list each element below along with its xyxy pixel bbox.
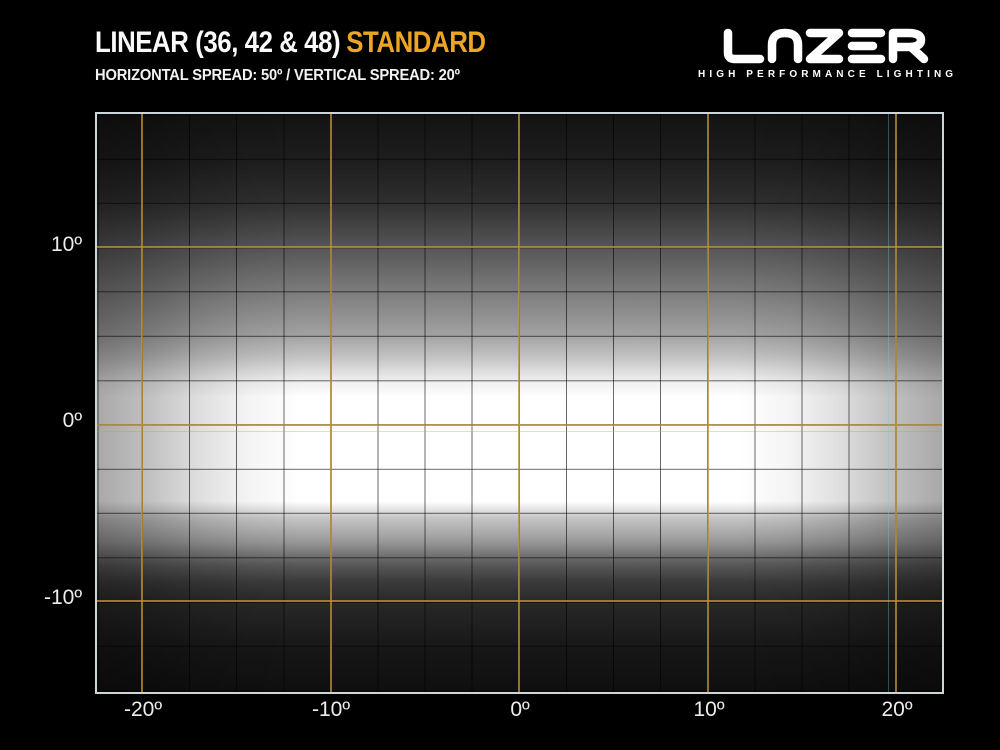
x-tick-neg20: -20º [123,698,163,721]
header: LINEAR (36, 42 & 48) STANDARD HORIZONTAL … [95,26,549,85]
grid-major-hline-pos10 [97,246,942,248]
x-tick-0: 0º [510,698,530,721]
y-tick-pos10: 10º [50,233,82,256]
x-tick-pos20: 20º [881,698,913,721]
x-tick-pos10: 10º [693,698,725,721]
grid-major-vline-neg10 [330,114,332,692]
grid-major-hline-neg10 [97,600,942,602]
reference-line-vertical [888,114,889,692]
grid-major-vline-pos20 [895,114,897,692]
y-tick-neg10: -10º [43,586,82,609]
grid-major-vline-neg20 [141,114,143,692]
page-title-accent: STANDARD [346,26,486,59]
beam-pattern-chart [95,112,944,694]
grid-major-vline-0 [518,114,520,692]
reference-line-horizontal [97,431,942,432]
spread-subtitle: HORIZONTAL SPREAD: 50º / VERTICAL SPREAD… [95,67,460,84]
x-tick-neg10: -10º [311,698,351,721]
page-title: LINEAR (36, 42 & 48) STANDARD [95,26,486,60]
lazer-logo-icon [723,28,929,64]
grid-major-vline-pos10 [707,114,709,692]
logo-tagline: HIGH PERFORMANCE LIGHTING [698,69,958,80]
lazer-logo: HIGH PERFORMANCE LIGHTING [698,26,956,80]
grid-major-hline-0 [97,424,942,426]
page-title-main: LINEAR (36, 42 & 48) [95,26,341,59]
y-tick-0: 0º [62,409,82,432]
